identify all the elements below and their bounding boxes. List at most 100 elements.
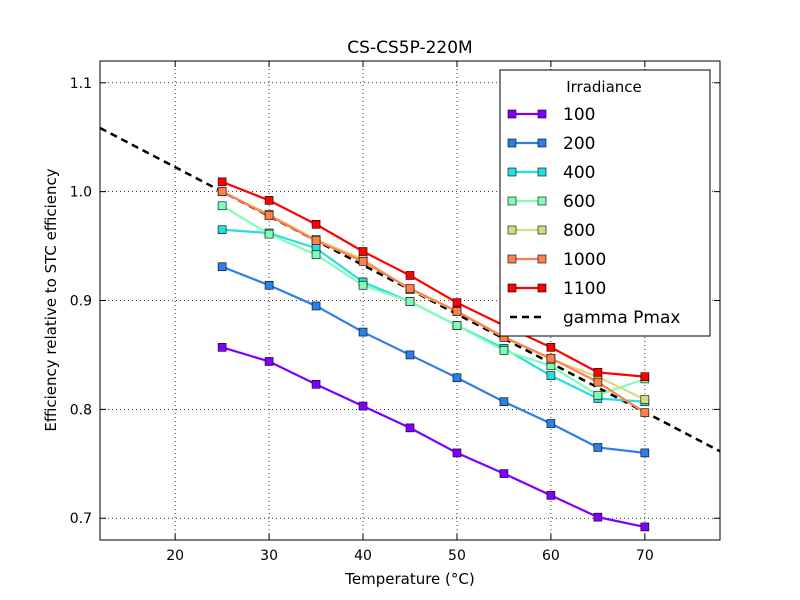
data-point-200	[452, 373, 462, 383]
legend-marker-1100	[537, 283, 547, 293]
legend-marker-200	[507, 138, 517, 148]
data-point-1100	[358, 247, 368, 256]
y-tick-label: 0.8	[70, 402, 92, 418]
data-point-100	[499, 469, 509, 478]
legend: Irradiance 100 200 400 600 800 1000 1100 gamma P…	[499, 69, 711, 337]
legend-marker-1000	[537, 254, 547, 264]
y-tick-label: 1.1	[70, 76, 92, 92]
data-point-1100	[452, 298, 462, 307]
y-tick-label: 0.7	[70, 511, 92, 527]
series-line-100	[221, 346, 646, 529]
data-point-1000	[217, 187, 227, 196]
legend-marker-600	[537, 196, 547, 206]
x-tick-label: 50	[448, 548, 466, 564]
x-tick-label: 30	[260, 548, 278, 564]
data-point-600	[452, 321, 462, 330]
legend-marker-400	[537, 167, 547, 177]
data-point-600	[405, 297, 415, 306]
data-point-1000	[593, 377, 603, 387]
data-point-200	[264, 280, 274, 290]
axis-ticks: 20 30 40 50 60 70 0.7 0.8 0.9 1.0 1.1	[70, 61, 720, 564]
plot-area: 20 30 40 50 60 70 0.7 0.8 0.9 1.0 1.1	[70, 60, 721, 564]
legend-label-800: 800	[563, 221, 595, 241]
x-tick-label: 20	[166, 548, 184, 564]
data-point-600	[358, 280, 368, 290]
data-point-1100	[640, 372, 650, 382]
data-point-400	[217, 225, 227, 235]
legend-label-1100: 1100	[563, 279, 606, 299]
data-point-200	[311, 301, 321, 311]
series-line-1100	[221, 180, 645, 378]
data-point-1000	[546, 353, 556, 363]
data-point-100	[311, 380, 321, 389]
legend-marker-800	[537, 225, 547, 235]
data-point-100	[405, 423, 415, 433]
data-point-1000	[311, 236, 321, 245]
legend-marker-600	[507, 196, 517, 206]
series-100	[217, 343, 650, 532]
data-point-100	[546, 491, 556, 500]
data-point-1100	[264, 196, 274, 205]
data-point-1000	[640, 408, 650, 417]
data-point-100	[593, 512, 603, 522]
x-tick-label: 40	[354, 548, 372, 564]
legend-label-100: 100	[563, 105, 595, 125]
data-point-600	[593, 390, 603, 400]
data-point-100	[640, 522, 650, 532]
data-point-100	[358, 401, 368, 411]
legend-label-gamma-pmax: gamma Pmax	[563, 308, 680, 328]
y-axis-label: Efficiency relative to STC efficiency	[42, 168, 60, 431]
data-point-100	[264, 357, 274, 366]
axes-frame	[99, 60, 721, 541]
data-point-100	[217, 343, 227, 352]
legend-marker-1000	[507, 254, 517, 264]
chart-title: CS-CS5P-220M	[347, 38, 472, 58]
legend-label-1000: 1000	[563, 250, 606, 270]
legend-title: Irradiance	[566, 78, 642, 96]
data-point-1000	[264, 211, 274, 220]
data-point-200	[546, 419, 556, 428]
legend-marker-400	[507, 167, 517, 177]
data-point-200	[593, 443, 603, 452]
data-point-1000	[405, 284, 415, 293]
legend-label-400: 400	[563, 163, 595, 183]
data-point-600	[264, 229, 274, 239]
data-point-200	[640, 448, 650, 458]
x-tick-label: 70	[636, 548, 654, 564]
legend-marker-200	[537, 138, 547, 148]
data-point-1100	[405, 271, 415, 280]
data-point-1100	[217, 177, 227, 187]
legend-marker-800	[507, 225, 517, 235]
y-tick-label: 1.0	[70, 185, 92, 201]
data-point-1000	[452, 307, 462, 316]
legend-marker-100	[507, 109, 517, 119]
series-1000	[217, 187, 650, 417]
legend-marker-1100	[507, 283, 517, 293]
series-line-200	[221, 265, 645, 455]
legend-marker-100	[537, 109, 547, 119]
legend-label-600: 600	[563, 192, 595, 212]
data-point-1000	[358, 257, 368, 266]
data-point-800	[640, 395, 650, 404]
y-tick-label: 0.9	[70, 294, 92, 310]
data-point-600	[499, 346, 509, 355]
data-point-600	[217, 201, 227, 211]
data-point-1100	[311, 219, 321, 229]
series-200	[217, 262, 650, 458]
data-point-400	[546, 371, 556, 380]
data-point-1100	[593, 368, 603, 377]
data-point-600	[311, 250, 321, 260]
series-line-1000	[221, 190, 646, 414]
data-point-200	[499, 397, 509, 407]
data-point-100	[452, 448, 462, 458]
legend-label-200: 200	[563, 134, 595, 154]
data-point-200	[358, 327, 368, 337]
x-axis-label: Temperature (°C)	[344, 570, 474, 588]
data-point-1100	[546, 343, 556, 352]
x-tick-label: 60	[542, 548, 560, 564]
series-600	[217, 201, 650, 400]
data-point-200	[217, 262, 227, 272]
data-point-200	[405, 350, 415, 360]
series-line-600	[221, 204, 646, 397]
